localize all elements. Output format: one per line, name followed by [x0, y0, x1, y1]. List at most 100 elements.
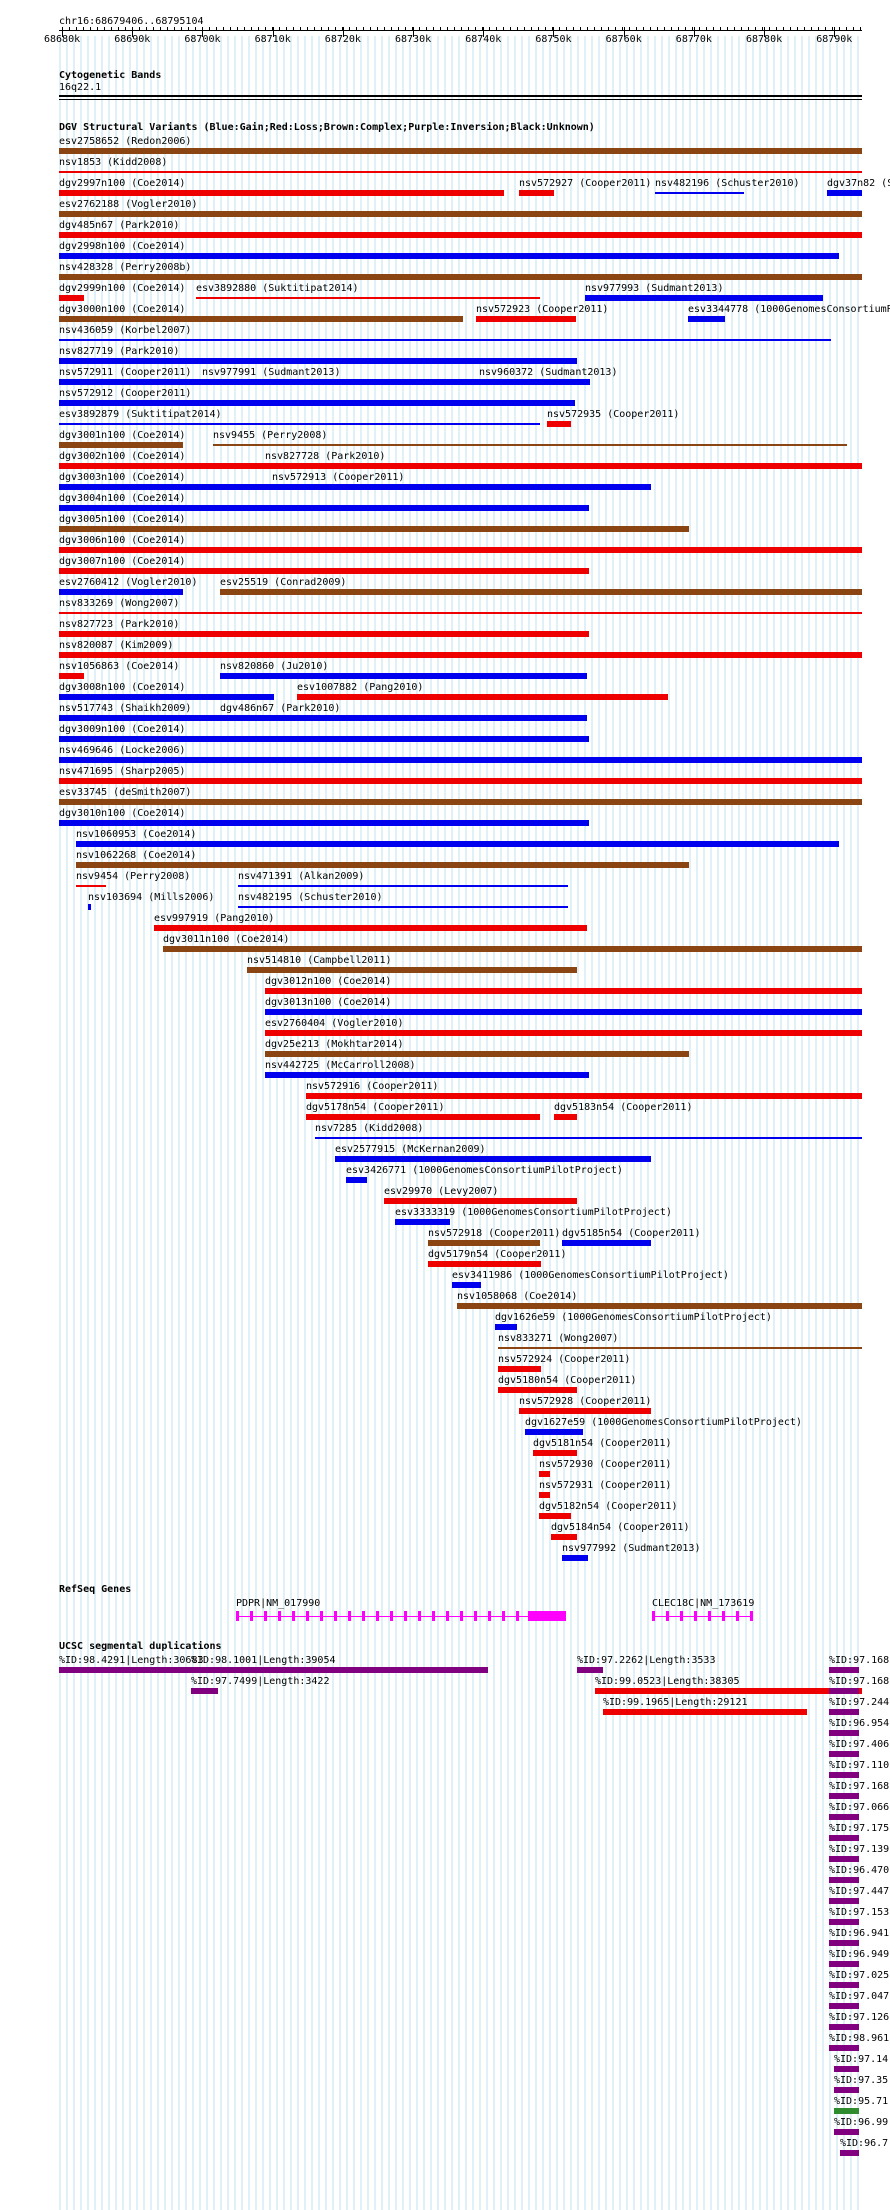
ruler-minor-tick[interactable]	[118, 27, 119, 31]
ruler-minor-tick[interactable]	[818, 27, 819, 31]
sv-bar-complex[interactable]	[457, 1303, 862, 1309]
ruler-tick[interactable]	[623, 27, 625, 37]
gene-exon[interactable]	[694, 1611, 697, 1621]
gene-exon[interactable]	[652, 1611, 655, 1621]
ruler-minor-tick[interactable]	[349, 27, 350, 31]
ruler-minor-tick[interactable]	[293, 27, 294, 31]
sv-bar-gain[interactable]	[315, 1137, 862, 1139]
segdup-bar[interactable]	[829, 1877, 859, 1883]
ruler-minor-tick[interactable]	[454, 27, 455, 31]
segdup-bar[interactable]	[829, 1751, 859, 1757]
ruler-minor-tick[interactable]	[482, 27, 483, 31]
gene-exon[interactable]	[736, 1611, 739, 1621]
sv-bar-gain[interactable]	[495, 1324, 517, 1330]
ruler-minor-tick[interactable]	[167, 27, 168, 31]
ruler-minor-tick[interactable]	[727, 27, 728, 31]
ruler-minor-tick[interactable]	[363, 27, 364, 31]
sv-bar-loss[interactable]	[59, 568, 589, 574]
sv-bar-loss[interactable]	[59, 612, 862, 614]
ruler-minor-tick[interactable]	[489, 27, 490, 31]
sv-bar-loss[interactable]	[533, 1450, 577, 1456]
sv-bar-gain[interactable]	[220, 673, 587, 679]
ruler-tick[interactable]	[553, 27, 555, 37]
ruler-minor-tick[interactable]	[573, 27, 574, 31]
sv-bar-gain[interactable]	[220, 715, 587, 721]
sv-bar-gain[interactable]	[272, 484, 651, 490]
ruler-minor-tick[interactable]	[181, 27, 182, 31]
segdup-bar[interactable]	[829, 1667, 859, 1673]
ruler-tick[interactable]	[342, 27, 344, 37]
ruler-minor-tick[interactable]	[76, 27, 77, 31]
segdup-bar[interactable]	[603, 1709, 807, 1715]
sv-bar-gain[interactable]	[452, 1282, 481, 1288]
ruler-minor-tick[interactable]	[566, 27, 567, 31]
gene-exon[interactable]	[502, 1611, 505, 1621]
ruler-minor-tick[interactable]	[69, 27, 70, 31]
ruler-minor-tick[interactable]	[384, 27, 385, 31]
ruler-minor-tick[interactable]	[356, 27, 357, 31]
gene-utr[interactable]	[528, 1611, 566, 1621]
sv-bar-loss[interactable]	[519, 1408, 651, 1414]
ruler-minor-tick[interactable]	[258, 27, 259, 31]
ruler-minor-tick[interactable]	[720, 27, 721, 31]
gene-exon[interactable]	[432, 1611, 435, 1621]
ruler-minor-tick[interactable]	[405, 27, 406, 31]
sv-bar-loss[interactable]	[265, 1030, 862, 1036]
segdup-bar[interactable]	[834, 2066, 859, 2072]
segdup-bar[interactable]	[834, 2108, 859, 2114]
sv-bar-gain[interactable]	[59, 715, 220, 721]
sv-bar-gain[interactable]	[59, 484, 272, 490]
sv-bar-gain[interactable]	[59, 736, 589, 742]
ruler-minor-tick[interactable]	[615, 27, 616, 31]
segdup-bar[interactable]	[829, 1835, 859, 1841]
ruler-minor-tick[interactable]	[685, 27, 686, 31]
segdup-bar[interactable]	[829, 2045, 859, 2051]
ruler-minor-tick[interactable]	[83, 27, 84, 31]
gene-exon[interactable]	[474, 1611, 477, 1621]
ruler-tick[interactable]	[62, 27, 63, 37]
sv-bar-loss[interactable]	[539, 1492, 550, 1498]
sv-bar-gain[interactable]	[585, 295, 823, 301]
ruler-minor-tick[interactable]	[594, 27, 595, 31]
sv-bar-gain[interactable]	[265, 1009, 862, 1015]
sv-bar-gain[interactable]	[238, 906, 568, 908]
ruler-minor-tick[interactable]	[552, 27, 553, 31]
ruler-minor-tick[interactable]	[461, 27, 462, 31]
ruler-tick[interactable]	[202, 27, 204, 37]
sv-bar-loss[interactable]	[59, 631, 589, 637]
ruler-minor-tick[interactable]	[643, 27, 644, 31]
segdup-bar[interactable]	[595, 1688, 862, 1694]
gene-exon[interactable]	[418, 1611, 421, 1621]
gene-exon[interactable]	[708, 1611, 711, 1621]
sv-bar-gain[interactable]	[202, 379, 479, 385]
ruler-tick[interactable]	[693, 27, 695, 37]
gene-exon[interactable]	[362, 1611, 365, 1621]
sv-bar-complex[interactable]	[498, 1347, 862, 1349]
ruler-minor-tick[interactable]	[279, 27, 280, 31]
sv-bar-gain[interactable]	[76, 841, 839, 847]
sv-bar-gain[interactable]	[59, 423, 540, 425]
sv-bar-gain[interactable]	[562, 1240, 651, 1246]
gene-exon[interactable]	[460, 1611, 463, 1621]
ruler-minor-tick[interactable]	[496, 27, 497, 31]
sv-bar-loss[interactable]	[59, 652, 862, 658]
ruler-minor-tick[interactable]	[825, 27, 826, 31]
sv-bar-complex[interactable]	[247, 967, 577, 973]
segdup-bar[interactable]	[829, 1730, 859, 1736]
ruler-minor-tick[interactable]	[433, 27, 434, 31]
gene-exon[interactable]	[680, 1611, 683, 1621]
ruler-minor-tick[interactable]	[342, 27, 343, 31]
sv-bar-loss[interactable]	[551, 1534, 577, 1540]
ruler-minor-tick[interactable]	[188, 27, 189, 31]
sv-bar-gain[interactable]	[395, 1219, 450, 1225]
ruler-minor-tick[interactable]	[216, 27, 217, 31]
ruler-minor-tick[interactable]	[440, 27, 441, 31]
ruler-minor-tick[interactable]	[314, 27, 315, 31]
ruler-minor-tick[interactable]	[370, 27, 371, 31]
gene-exon[interactable]	[348, 1611, 351, 1621]
segdup-bar[interactable]	[834, 2129, 859, 2135]
ruler-minor-tick[interactable]	[699, 27, 700, 31]
ruler-minor-tick[interactable]	[328, 27, 329, 31]
sv-bar-loss[interactable]	[519, 190, 554, 196]
ruler-minor-tick[interactable]	[545, 27, 546, 31]
